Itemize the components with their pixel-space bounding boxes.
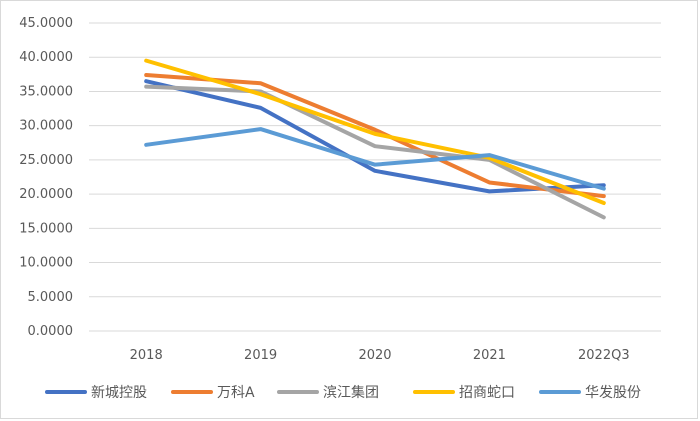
legend-item: 招商蛇口 xyxy=(413,385,515,401)
legend-label: 万科A xyxy=(217,385,255,401)
y-tick-label: 20.0000 xyxy=(19,187,73,202)
legend-item: 新城控股 xyxy=(45,385,147,401)
series-3 xyxy=(144,84,606,220)
legend-label: 滨江集团 xyxy=(323,384,379,401)
y-tick-label: 30.0000 xyxy=(19,119,73,134)
x-tick-label: 2022Q3 xyxy=(578,348,630,363)
legend-item: 滨江集团 xyxy=(277,384,379,401)
x-tick-label: 2021 xyxy=(473,348,506,363)
series-line xyxy=(144,127,606,191)
y-tick-label: 0.0000 xyxy=(28,324,74,339)
series-5 xyxy=(144,127,606,191)
y-tick-label: 10.0000 xyxy=(19,256,73,271)
legend: 新城控股 万科A 滨江集团 招商蛇口 华发股份 xyxy=(45,384,641,401)
x-tick-label: 2020 xyxy=(358,348,391,363)
series-2 xyxy=(144,73,606,199)
y-tick-label: 40.0000 xyxy=(19,50,73,65)
y-tick-label: 15.0000 xyxy=(19,221,73,236)
y-axis-tick-labels: 0.0000 5.0000 10.0000 15.0000 20.0000 25.0000… xyxy=(19,16,73,339)
gridlines xyxy=(89,22,661,332)
x-axis-tick-labels: 2018 2019 2020 2021 2022Q3 xyxy=(130,348,630,363)
y-tick-label: 35.0000 xyxy=(19,84,73,99)
y-tick-label: 45.0000 xyxy=(19,16,73,31)
x-tick-label: 2018 xyxy=(130,348,163,363)
series-4 xyxy=(144,58,606,206)
y-tick-label: 5.0000 xyxy=(28,290,74,305)
legend-label: 招商蛇口 xyxy=(459,385,515,401)
legend-label: 华发股份 xyxy=(585,385,641,401)
legend-item: 华发股份 xyxy=(539,385,641,401)
series-1 xyxy=(144,79,606,194)
legend-label: 新城控股 xyxy=(91,385,147,401)
legend-item: 万科A xyxy=(171,385,255,401)
x-tick-label: 2019 xyxy=(244,348,277,363)
series-lines xyxy=(144,58,606,220)
series-line xyxy=(144,84,606,220)
y-tick-label: 25.0000 xyxy=(19,153,73,168)
